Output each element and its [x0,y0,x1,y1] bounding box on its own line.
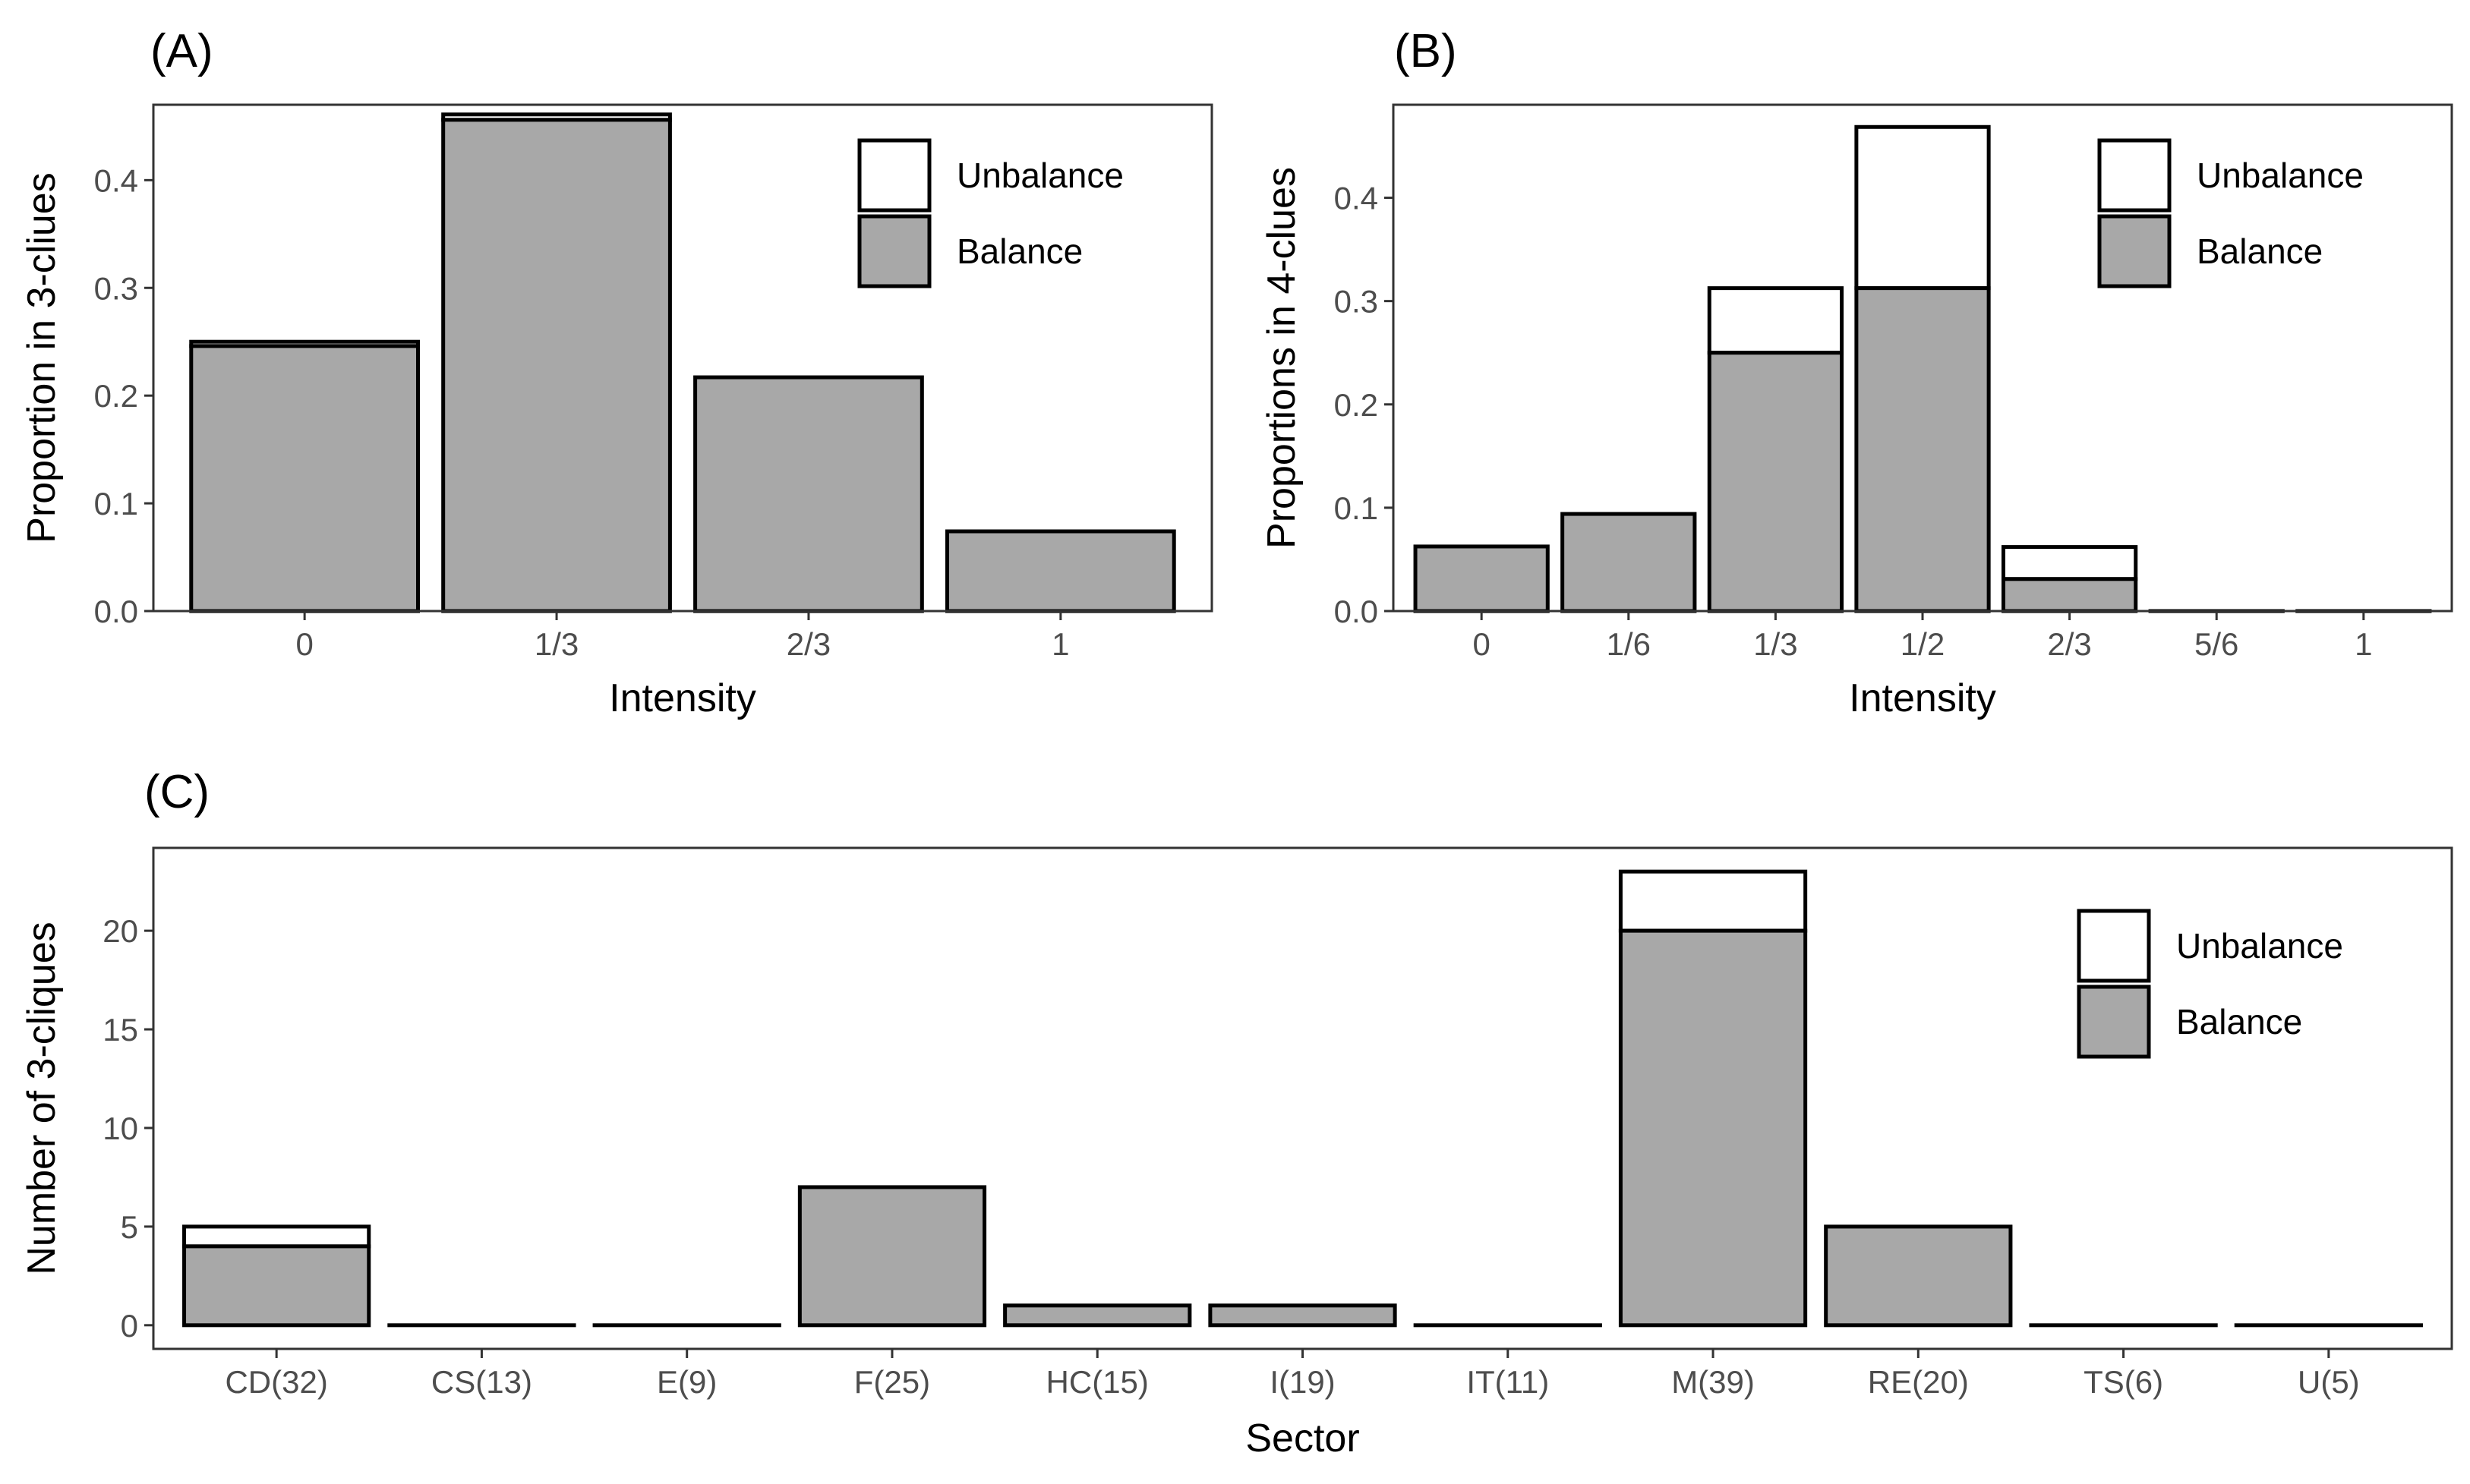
panel-3-xtick-label-7: IT(11) [1466,1364,1549,1400]
panel-3-bar-balance-6 [1208,1303,1397,1328]
panel-2-bar-unbalance-4 [1854,124,1991,291]
panel-2-xtick-label-4: 1/2 [1901,626,1945,662]
panel-2-xtick-label-2: 1/6 [1607,626,1651,662]
panel-2-legend-label-balance: Balance [2197,232,2323,271]
panel-3-xtick-label-9: RE(20) [1868,1364,1969,1400]
panel-3-xtick-label-1: CD(32) [225,1364,327,1400]
panel-3-title: (C) [144,766,210,818]
panel-1-ytick-label-4: 0.3 [94,270,138,306]
panel-3-bar-balance-4 [797,1185,987,1328]
panel-2-xtick-label-6: 5/6 [2194,626,2238,662]
panel-2-ytick-label-4: 0.3 [1334,284,1378,320]
panel-3-bar-balance-5 [1003,1303,1192,1328]
panel-2-ytick-label-1: 0.0 [1334,594,1378,629]
panel-2-title: (B) [1394,25,1457,77]
panel-3-xtick-label-10: TS(6) [2084,1364,2163,1400]
panel-2-bar-unbalance-5 [2001,545,2138,581]
panel-2-legend-key-unbalance [2097,138,2172,213]
panel-2-xtick-label-7: 1 [2355,626,2372,662]
panel-2-ytick-label-3: 0.2 [1334,387,1378,423]
panel-3-ylabel: Number of 3-cliques [20,922,64,1274]
panel-3-xtick-label-6: I(19) [1270,1364,1335,1400]
panel-1-xtick-label-2: 1/3 [535,626,579,662]
panel-2-bar-balance-5 [2001,577,2138,613]
panel-1-legend-label-balance: Balance [957,232,1083,271]
panel-2-legend-key-balance [2097,214,2172,288]
panel-3-ytick-label-4: 15 [103,1012,138,1048]
panel-1-xlabel: Intensity [609,676,756,720]
panel-3-bar-balance-8 [1618,928,1808,1328]
panel-1-ytick-label-5: 0.4 [94,162,138,198]
panel-1-bar-balance-3 [693,375,924,613]
panel-1-bar-balance-4 [945,529,1176,613]
panel-1-xtick-label-4: 1 [1052,626,1069,662]
panel-1-ytick-label-3: 0.2 [94,378,138,414]
panel-2-ytick-label-5: 0.4 [1334,181,1378,216]
panel-3-xtick-label-11: U(5) [2298,1364,2360,1400]
panel-3-legend-label-unbalance: Unbalance [2176,926,2343,966]
panel-3-bar-unbalance-1 [182,1224,371,1249]
panel-2-xtick-label-5: 2/3 [2047,626,2091,662]
panel-2-bar-balance-2 [1560,512,1697,613]
panel-3-xtick-label-3: E(9) [657,1364,717,1400]
panel-3-xtick-label-5: HC(15) [1046,1364,1149,1400]
panel-1-bar-balance-2 [441,118,672,613]
panel-2-xtick-label-3: 1/3 [1753,626,1797,662]
panel-3-bar-balance-9 [1824,1224,2013,1328]
panel-3-ytick-label-5: 20 [103,913,138,949]
panel-1-legend-key-balance [857,214,932,288]
panel-2-bar-unbalance-3 [1707,286,1844,355]
panel-3-ytick-label-2: 5 [121,1209,138,1245]
panel-3-xtick-label-4: F(25) [854,1364,930,1400]
panel-1-xtick-label-3: 2/3 [787,626,831,662]
panel-3-legend-key-balance [2077,985,2151,1059]
panel-3-xlabel: Sector [1245,1416,1359,1460]
panel-2-xtick-label-1: 0 [1472,626,1490,662]
panel-1-xtick-label-1: 0 [295,626,313,662]
panel-2-ytick-label-2: 0.1 [1334,490,1378,526]
panel-3-bar-balance-1 [182,1244,371,1328]
panel-3-xtick-label-8: M(39) [1671,1364,1755,1400]
panel-2-bar-balance-4 [1854,286,1991,613]
panel-1-legend-label-unbalance: Unbalance [957,156,1124,195]
panel-3-legend-label-balance: Balance [2176,1002,2302,1041]
panel-3-xtick-label-2: CS(13) [431,1364,532,1400]
panel-1-frame [152,103,1213,613]
panel-1-bar-balance-1 [189,344,421,613]
panel-2-bar-balance-3 [1707,351,1844,613]
panel-1-legend-key-unbalance [857,138,932,213]
panel-2-ylabel: Proportions in 4-clues [1260,167,1304,549]
panel-1-ylabel: Proportion in 3-cliues [20,172,64,543]
panel-2-bar-balance-1 [1413,544,1550,613]
panel-1-ytick-label-2: 0.1 [94,486,138,521]
panel-3-ytick-label-1: 0 [121,1308,138,1344]
panel-3-ytick-label-3: 10 [103,1111,138,1146]
panel-1-title: (A) [150,25,213,77]
panel-2-xlabel: Intensity [1849,676,1996,720]
panel-3-legend-key-unbalance [2077,909,2151,983]
panel-2-legend-label-unbalance: Unbalance [2197,156,2364,195]
panel-1-ytick-label-1: 0.0 [94,594,138,629]
panel-3-bar-unbalance-8 [1618,869,1808,933]
